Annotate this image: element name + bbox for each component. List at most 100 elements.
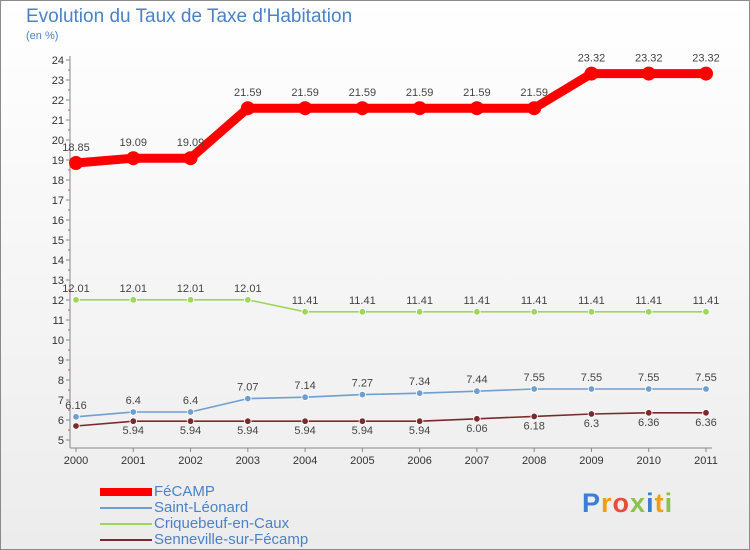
data-label: 12.01 (177, 283, 205, 295)
data-label: 6.3 (584, 418, 599, 430)
data-point (183, 151, 198, 166)
data-label: 6.4 (126, 395, 141, 407)
y-tick-label: 8 (58, 375, 64, 387)
x-tick-label: 2004 (293, 455, 317, 467)
data-point (358, 390, 367, 399)
data-point (473, 387, 481, 395)
y-tick-label: 22 (52, 95, 64, 107)
x-tick-label: 2000 (64, 455, 88, 467)
legend-item: Saint-Léonard (100, 500, 308, 516)
data-point (72, 296, 80, 304)
data-point (301, 393, 309, 401)
data-point (244, 394, 252, 403)
data-label: 19.09 (177, 137, 205, 149)
data-point (530, 412, 538, 421)
data-label: 21.59 (349, 87, 377, 99)
data-point (186, 408, 195, 416)
x-tick-label: 2010 (636, 455, 660, 467)
data-label: 5.94 (237, 425, 258, 437)
y-tick-label: 24 (52, 55, 64, 67)
legend-label: Criquebeuf-en-Caux (154, 515, 290, 532)
logo-letter: i (664, 488, 674, 518)
data-label: 18.85 (62, 142, 90, 154)
data-point (412, 101, 427, 116)
x-tick-label: 2001 (121, 455, 145, 467)
data-point (702, 385, 710, 393)
data-point (301, 417, 309, 425)
data-label: 12.01 (120, 283, 148, 295)
data-point (129, 417, 137, 425)
data-label: 19.09 (120, 137, 148, 149)
series-line (75, 411, 707, 427)
data-label: 7.07 (237, 382, 258, 394)
data-point (587, 410, 596, 418)
data-label: 11.41 (406, 295, 433, 307)
data-point (72, 422, 80, 430)
data-point (244, 296, 252, 304)
data-label: 5.94 (180, 425, 201, 437)
legend-label: FéCAMP (154, 483, 215, 500)
x-tick-label: 2011 (694, 455, 718, 467)
y-tick-label: 7 (58, 395, 64, 407)
data-label: 5.94 (352, 425, 373, 437)
data-point (584, 66, 599, 81)
data-point (129, 408, 137, 416)
data-point (473, 415, 481, 423)
data-label: 7.55 (695, 372, 716, 384)
x-tick-label: 2008 (522, 455, 546, 467)
data-label: 21.59 (291, 87, 319, 99)
data-label: 11.41 (349, 295, 376, 307)
series-line (75, 298, 707, 313)
data-label: 23.32 (692, 53, 720, 65)
data-label: 6.4 (183, 395, 198, 407)
y-tick-label: 18 (52, 175, 64, 187)
y-tick-label: 19 (52, 155, 64, 167)
data-point (355, 101, 370, 116)
x-tick-label: 2006 (407, 455, 431, 467)
data-point (415, 308, 424, 316)
data-label: 6.36 (695, 417, 716, 429)
data-label: 23.32 (578, 53, 606, 65)
data-label: 21.59 (520, 87, 548, 99)
data-label: 11.41 (635, 295, 662, 307)
proxiti-logo: Proxiti (582, 488, 673, 519)
y-tick-label: 16 (52, 215, 64, 227)
logo-letter: t (654, 488, 665, 518)
data-label: 11.41 (521, 295, 548, 307)
legend-item: Criquebeuf-en-Caux (100, 516, 308, 532)
data-point (645, 409, 653, 417)
data-point (473, 308, 481, 316)
data-label: 7.27 (352, 378, 373, 390)
y-tick-label: 21 (52, 115, 64, 127)
data-label: 6.36 (638, 417, 659, 429)
data-label: 21.59 (234, 87, 262, 99)
data-label: 12.01 (234, 283, 262, 295)
logo-letter: P (582, 488, 602, 518)
y-tick-label: 13 (52, 275, 64, 287)
legend-label: Saint-Léonard (154, 499, 249, 516)
x-tick-label: 2002 (178, 455, 202, 467)
data-label: 11.41 (578, 295, 605, 307)
x-tick-label: 2003 (236, 455, 260, 467)
data-point (358, 308, 367, 316)
legend-item: Senneville-sur-Fécamp (100, 532, 308, 548)
y-tick-label: 9 (58, 355, 64, 367)
data-label: 23.32 (635, 53, 663, 65)
data-label: 11.41 (292, 295, 319, 307)
legend-swatch (100, 539, 152, 541)
data-point (641, 66, 656, 81)
data-label: 5.94 (123, 425, 144, 437)
y-tick-label: 15 (52, 235, 64, 247)
data-point (186, 296, 195, 304)
series-line (71, 69, 711, 168)
data-point (69, 156, 83, 170)
data-label: 5.94 (294, 425, 315, 437)
y-tick-label: 6 (58, 415, 64, 427)
logo-letter: x (630, 488, 647, 518)
data-point (702, 409, 710, 417)
y-tick-label: 5 (58, 435, 64, 447)
y-tick-label: 12 (52, 295, 64, 307)
data-point (301, 308, 309, 316)
x-tick-label: 2007 (465, 455, 489, 467)
